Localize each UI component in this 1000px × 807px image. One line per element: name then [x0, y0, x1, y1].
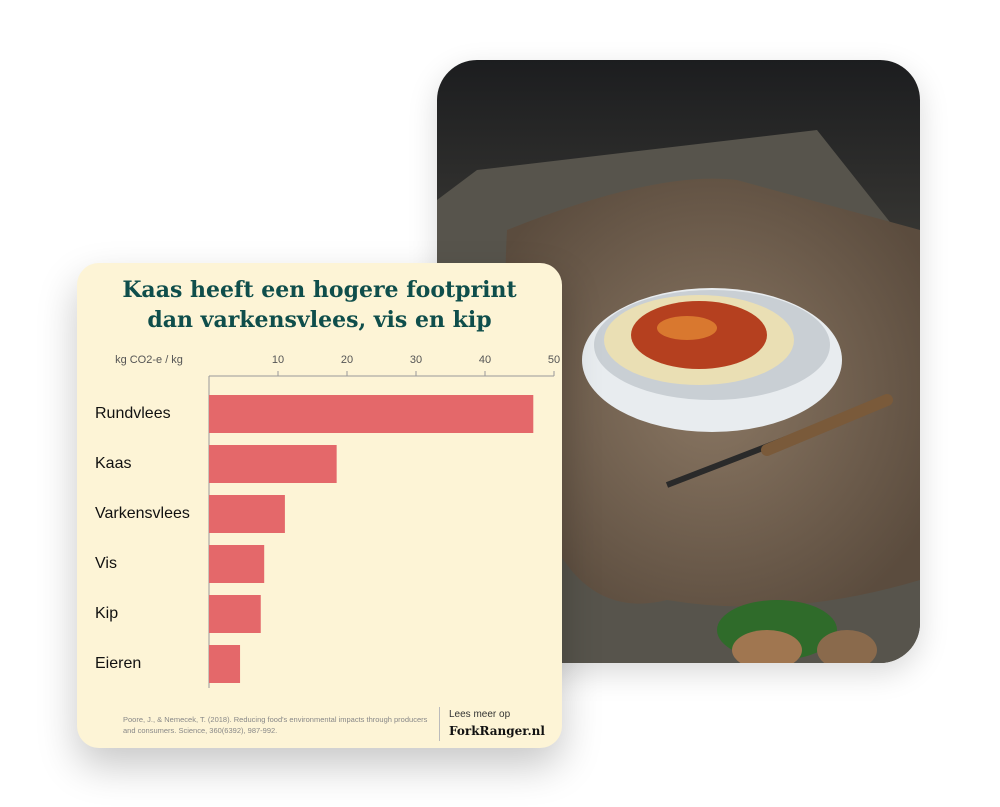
x-tick-label: 40	[479, 354, 491, 366]
bar	[209, 595, 261, 633]
bar	[209, 645, 241, 683]
category-label: Kip	[95, 605, 118, 622]
source-note: Poore, J., & Nemecek, T. (2018). Reducin…	[123, 715, 428, 735]
category-label: Kaas	[95, 455, 131, 472]
category-label: Vis	[95, 555, 117, 572]
category-label: Eieren	[95, 655, 141, 672]
x-tick-label: 50	[548, 354, 560, 366]
chart: kg CO2-e / kg 10 20 30 40 50 Rundvlees Kaas Vark…	[95, 354, 560, 688]
x-tick-label: 20	[341, 354, 353, 366]
category-label: Varkensvlees	[95, 505, 190, 522]
link-intro: Lees meer op	[449, 709, 511, 720]
chart-title: Kaas heeft een hogere footprint dan vark…	[122, 277, 517, 333]
bar	[209, 495, 285, 533]
chart-card: kg CO2-e / kg 10 20 30 40 50 Rundvlees Kaas Vark…	[77, 263, 562, 748]
divider	[439, 707, 440, 741]
bar	[209, 545, 265, 583]
x-axis-label: kg CO2-e / kg	[115, 354, 183, 366]
x-tick-label: 10	[272, 354, 284, 366]
category-label: Rundvlees	[95, 405, 171, 422]
site-link[interactable]: ForkRanger.nl	[449, 724, 545, 738]
x-tick-label: 30	[410, 354, 422, 366]
bar	[209, 445, 337, 483]
bar	[209, 395, 534, 433]
